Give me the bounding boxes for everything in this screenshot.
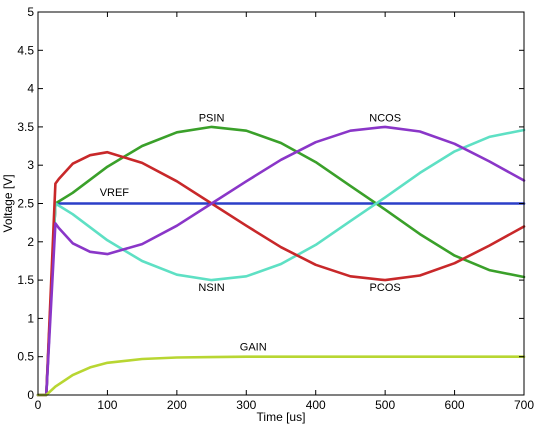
y-tick-label: 4 [27, 82, 34, 96]
y-tick-label: 3 [27, 158, 34, 172]
series-label-gain: GAIN [240, 342, 267, 354]
series-label-pcos: PCOS [370, 282, 401, 294]
y-tick-label: 1 [27, 311, 34, 325]
x-axis-label: Time [us] [257, 410, 306, 424]
y-tick-label: 2 [27, 235, 34, 249]
x-tick-label: 0 [35, 398, 42, 412]
x-tick-label: 700 [514, 398, 534, 412]
y-tick-label: 4.5 [17, 43, 34, 57]
series-label-vref: VREF [100, 187, 130, 199]
x-tick-label: 500 [375, 398, 395, 412]
tick-layer: 0 100 200 300 400 500 600 700 0 0.5 1 1.5 2 2.5 3 3.5 4 4… [17, 5, 534, 412]
y-tick-label: 5 [27, 5, 34, 19]
y-axis-label: Voltage [V] [1, 174, 15, 232]
x-tick-label: 400 [306, 398, 326, 412]
series-line-ncos [36, 125, 526, 397]
x-tick-label: 300 [236, 398, 256, 412]
series-line-psin [36, 125, 526, 397]
series-line-gain [36, 355, 526, 397]
series-line-nsin [36, 128, 526, 397]
series-label-ncos: NCOS [369, 113, 401, 125]
x-tick-label: 200 [167, 398, 187, 412]
x-tick-label: 600 [445, 398, 465, 412]
y-tick-label: 0.5 [17, 350, 34, 364]
y-tick-label: 3.5 [17, 120, 34, 134]
series-label-psin: PSIN [199, 113, 225, 125]
series-label-nsin: NSIN [198, 282, 224, 294]
y-tick-label: 2.5 [17, 197, 34, 211]
y-tick-label: 1.5 [17, 273, 34, 287]
y-tick-label: 0 [27, 388, 34, 402]
x-tick-label: 100 [97, 398, 117, 412]
series-label-layer: VREF PSIN NSIN PCOS NCOS GAIN [100, 113, 401, 354]
